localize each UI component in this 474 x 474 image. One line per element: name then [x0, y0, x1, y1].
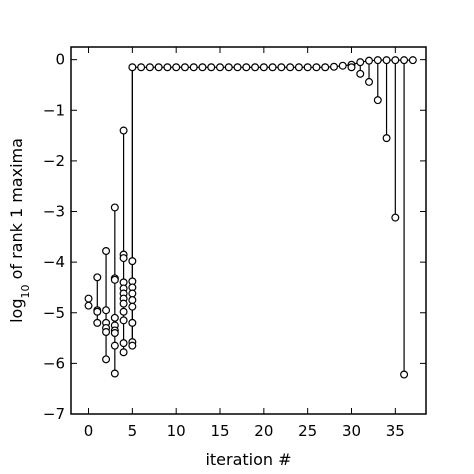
data-point-46 [163, 63, 172, 72]
data-point-57 [259, 63, 268, 72]
data-point-4 [93, 307, 102, 316]
data-point-75 [382, 56, 391, 65]
y-tick-label--5: −5 [43, 304, 65, 322]
data-point-14 [110, 275, 119, 284]
y-tick-label-0: 0 [55, 51, 65, 69]
plot-frame [70, 46, 427, 415]
x-tick-label-15: 15 [210, 422, 229, 440]
data-point-42 [128, 63, 137, 72]
x-tick-label-10: 10 [167, 422, 186, 440]
data-point-50 [198, 63, 207, 72]
data-point-73 [373, 56, 382, 65]
data-point-21 [119, 126, 128, 135]
data-point-33 [128, 257, 137, 266]
data-point-79 [400, 56, 409, 65]
data-point-76 [382, 134, 391, 143]
data-point-39 [128, 318, 137, 327]
y-tick-label--4: −4 [43, 253, 65, 271]
data-point-64 [321, 63, 330, 72]
data-point-2 [93, 273, 102, 282]
x-tick-label-20: 20 [254, 422, 273, 440]
data-point-59 [277, 63, 286, 72]
data-point-72 [365, 77, 374, 86]
data-point-23 [119, 254, 128, 263]
y-axis-label-prefix: log [7, 299, 26, 323]
y-tick-label--6: −6 [43, 354, 65, 372]
data-point-78 [391, 213, 400, 222]
x-tick-label-25: 25 [298, 422, 317, 440]
y-tick-label--1: −1 [43, 101, 65, 119]
data-point-68 [347, 63, 356, 72]
data-point-47 [172, 63, 181, 72]
data-point-32 [119, 348, 128, 357]
y-axis-label: log10 of rank 1 maxima [7, 138, 32, 323]
x-tick-label-5: 5 [128, 422, 138, 440]
data-point-56 [251, 63, 260, 72]
data-point-58 [268, 63, 277, 72]
data-point-77 [391, 56, 400, 65]
data-point-7 [102, 306, 111, 315]
data-point-51 [207, 63, 216, 72]
data-point-55 [242, 63, 251, 72]
data-point-43 [137, 63, 146, 72]
data-point-71 [365, 56, 374, 65]
data-point-44 [145, 63, 154, 72]
y-tick-label--2: −2 [43, 152, 65, 170]
data-point-20 [110, 369, 119, 378]
data-point-5 [93, 318, 102, 327]
data-point-15 [110, 313, 119, 322]
data-point-10 [102, 327, 111, 336]
data-point-52 [216, 63, 225, 72]
data-point-38 [128, 302, 137, 311]
data-point-30 [119, 316, 128, 325]
data-point-74 [373, 96, 382, 105]
data-point-69 [356, 58, 365, 67]
y-axis-ticks: 0 −1 −2 −3 −4 −5 −6 −7 [43, 51, 426, 423]
data-point-62 [303, 63, 312, 72]
data-point-45 [154, 63, 163, 72]
data-point-60 [286, 63, 295, 72]
x-tick-label-30: 30 [342, 422, 361, 440]
stem-lines [87, 59, 413, 375]
x-axis-ticks: 0 5 10 15 20 25 30 35 [84, 47, 405, 440]
x-tick-label-0: 0 [84, 422, 94, 440]
data-point-28 [119, 299, 128, 308]
data-point-37 [128, 296, 137, 305]
y-tick-label--7: −7 [43, 405, 65, 423]
data-point-0 [84, 294, 93, 303]
data-point-80 [400, 370, 409, 379]
data-point-6 [102, 247, 111, 256]
y-axis-label-suffix: of rank 1 maxima [7, 138, 26, 284]
data-point-11 [102, 355, 111, 364]
x-axis-label: iteration # [205, 450, 291, 469]
data-point-53 [224, 63, 233, 72]
data-point-19 [110, 341, 119, 350]
data-point-70 [356, 69, 365, 78]
y-axis-label-subscript: 10 [19, 285, 32, 299]
data-point-54 [233, 63, 242, 72]
data-point-31 [119, 339, 128, 348]
data-markers [84, 56, 417, 379]
y-tick-label--3: −3 [43, 203, 65, 221]
data-point-81 [408, 56, 417, 65]
x-tick-label-35: 35 [386, 422, 405, 440]
data-point-1 [84, 301, 93, 310]
data-point-41 [128, 341, 137, 350]
data-point-48 [180, 63, 189, 72]
data-point-49 [189, 63, 198, 72]
data-point-63 [312, 63, 321, 72]
data-point-18 [110, 329, 119, 338]
data-point-12 [110, 203, 119, 212]
data-point-36 [128, 289, 137, 298]
data-point-66 [338, 61, 347, 70]
data-point-65 [329, 62, 338, 71]
data-point-29 [119, 307, 128, 316]
data-point-61 [294, 63, 303, 72]
